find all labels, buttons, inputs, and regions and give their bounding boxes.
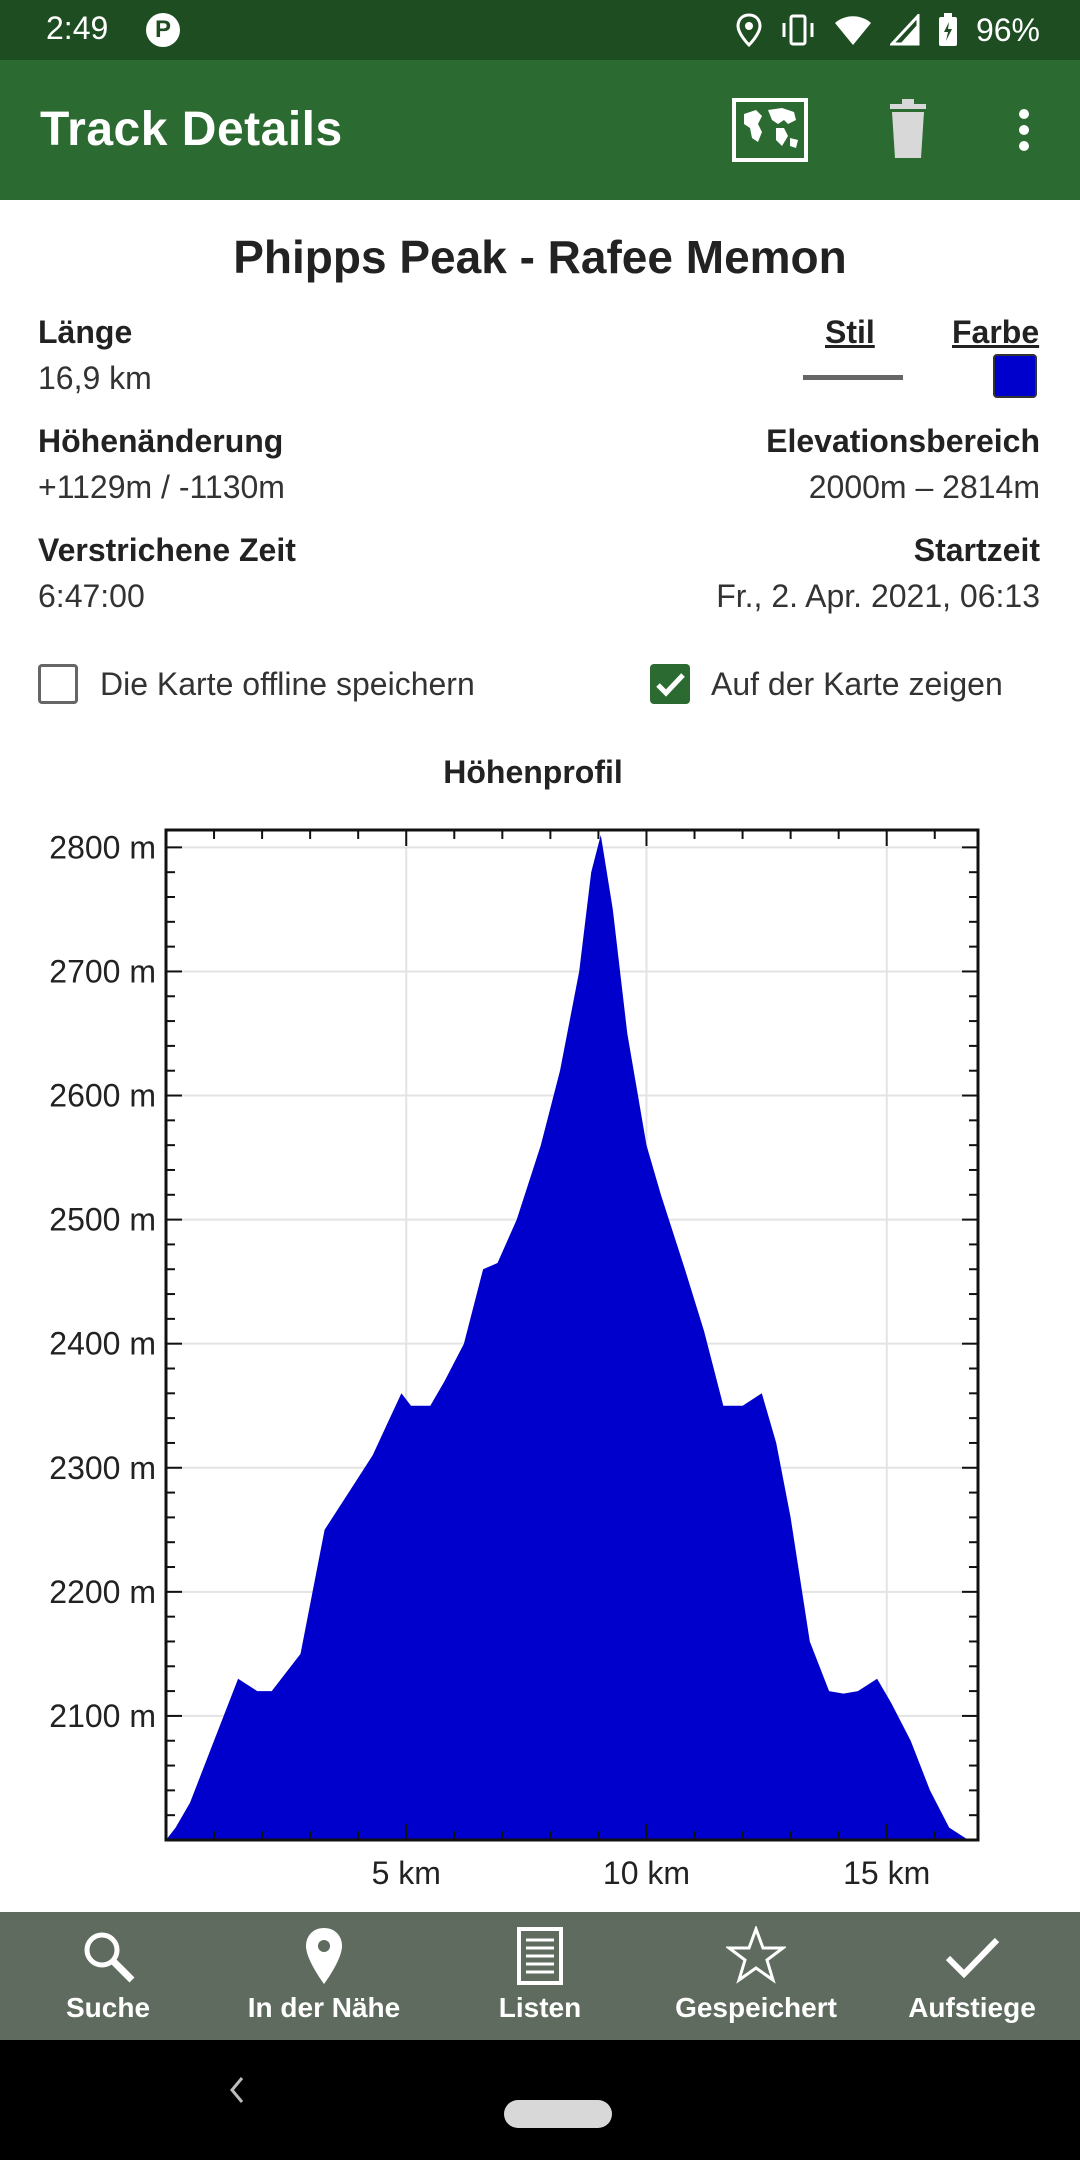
home-button[interactable] xyxy=(504,2100,612,2128)
nav-search-label: Suche xyxy=(65,1992,151,2023)
back-icon[interactable] xyxy=(222,2070,252,2110)
world-map-icon xyxy=(732,98,808,162)
nav-search[interactable]: Suche xyxy=(0,1912,216,2040)
elevation-chart: 2100 m 2200 m 2300 m 2400 m 2500 m 2600 m 2700… xyxy=(49,828,980,1890)
y-tick-label: 2800 m xyxy=(49,829,156,865)
nav-ascents[interactable]: Aufstiege xyxy=(864,1912,1080,2040)
battery-percent: 96% xyxy=(975,11,1040,48)
nav-nearby[interactable]: In der Nähe xyxy=(216,1912,432,2040)
elapsed-time-value: 6:47:00 xyxy=(38,578,145,614)
style-line-preview[interactable] xyxy=(803,375,903,380)
show-on-map-checkbox-label[interactable]: Auf der Karte zeigen xyxy=(711,666,1003,702)
y-tick-label: 2400 m xyxy=(49,1326,156,1362)
start-time-value: Fr., 2. Apr. 2021, 06:13 xyxy=(716,578,1040,614)
page-title: Track Details xyxy=(40,103,343,156)
plot-frame xyxy=(164,828,980,1842)
offline-checkbox[interactable] xyxy=(38,664,78,704)
wifi-icon xyxy=(834,16,871,45)
color-link[interactable]: Farbe xyxy=(952,314,1040,350)
elapsed-time-label: Verstrichene Zeit xyxy=(38,532,296,568)
y-tick-label: 2100 m xyxy=(49,1698,156,1734)
y-tick-label: 2300 m xyxy=(49,1450,156,1486)
elevation-area xyxy=(166,835,978,1840)
x-tick-label: 15 km xyxy=(843,1855,930,1890)
nav-saved[interactable]: Gespeichert xyxy=(648,1912,864,2040)
system-nav-bar xyxy=(0,2040,1080,2160)
location-pin-icon xyxy=(306,1928,342,1984)
style-link[interactable]: Stil xyxy=(825,314,875,350)
delete-button[interactable] xyxy=(870,98,946,162)
chart-title: Höhenprofil xyxy=(443,754,623,790)
star-icon xyxy=(726,1926,786,1984)
color-swatch[interactable] xyxy=(993,354,1037,398)
elevation-range-value: 2000m – 2814m xyxy=(808,469,1040,505)
nav-nearby-label: In der Nähe xyxy=(247,1992,401,2023)
start-time-label: Startzeit xyxy=(913,532,1040,568)
nav-lists-label: Listen xyxy=(498,1992,582,2023)
trash-icon xyxy=(890,99,926,158)
list-icon xyxy=(517,1927,563,1985)
y-tick-label: 2500 m xyxy=(49,1202,156,1238)
status-icons: 96% xyxy=(736,10,1040,50)
search-icon xyxy=(84,1932,135,1983)
y-tick-label: 2600 m xyxy=(49,1078,156,1114)
x-tick-label: 5 km xyxy=(372,1855,441,1890)
bottom-nav: Suche In der Nähe Listen Gespeichert Auf… xyxy=(0,1912,1080,2040)
check-icon xyxy=(656,673,685,697)
location-icon xyxy=(736,13,762,47)
x-tick-label: 10 km xyxy=(603,1855,690,1890)
elevation-change-label: Höhenänderung xyxy=(38,423,284,459)
app-bar: Track Details xyxy=(0,60,1080,200)
track-name: Phipps Peak - Rafee Memon xyxy=(233,231,847,283)
status-bar: 2:49 P 96% xyxy=(0,0,1080,60)
vibrate-icon xyxy=(782,14,814,46)
offline-checkbox-label[interactable]: Die Karte offline speichern xyxy=(100,666,475,702)
signal-icon xyxy=(889,14,920,46)
more-vert-icon xyxy=(1019,109,1029,151)
y-tick-label: 2200 m xyxy=(49,1574,156,1610)
status-time: 2:49 xyxy=(46,10,109,46)
map-button[interactable] xyxy=(732,98,808,162)
elevation-range-label: Elevationsbereich xyxy=(766,423,1040,459)
battery-icon xyxy=(938,13,957,46)
length-value: 16,9 km xyxy=(38,360,152,396)
elevation-change-value: +1129m / -1130m xyxy=(38,469,285,505)
nav-ascents-label: Aufstiege xyxy=(908,1992,1036,2023)
nav-saved-label: Gespeichert xyxy=(675,1992,837,2023)
show-on-map-checkbox[interactable] xyxy=(650,664,690,704)
checkmark-icon xyxy=(945,1937,1000,1979)
nav-lists[interactable]: Listen xyxy=(432,1912,648,2040)
more-options-button[interactable] xyxy=(1008,98,1048,162)
length-label: Länge xyxy=(38,314,133,350)
notification-app-icon: P xyxy=(146,13,180,47)
y-tick-label: 2700 m xyxy=(49,953,156,989)
